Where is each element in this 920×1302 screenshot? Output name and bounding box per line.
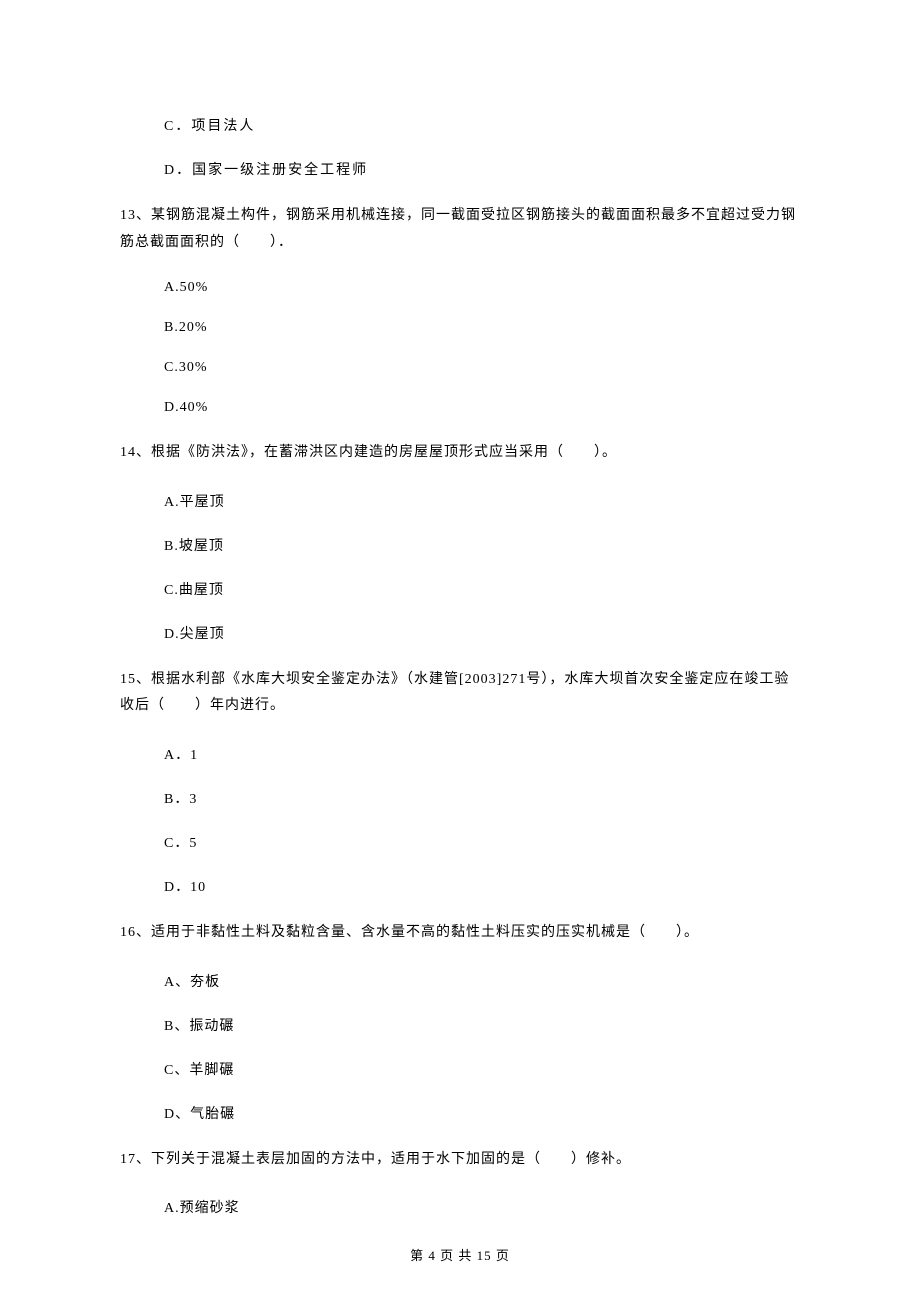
q13-option-c: C.30% xyxy=(120,360,800,376)
q17-option-a: A.预缩砂浆 xyxy=(120,1197,800,1217)
q13-option-a: A.50% xyxy=(120,280,800,296)
q16-text: 16、适用于非黏性土料及黏粒含量、含水量不高的黏性土料压实的压实机械是（ ）。 xyxy=(120,920,800,947)
q14-option-c: C.曲屋顶 xyxy=(120,579,800,599)
q15-option-d: D．10 xyxy=(120,876,800,896)
q13-option-b: B.20% xyxy=(120,320,800,336)
page-content: C．项目法人 D．国家一级注册安全工程师 13、某钢筋混凝土构件，钢筋采用机械连… xyxy=(0,0,920,1217)
page-footer: 第 4 页 共 15 页 xyxy=(0,1245,920,1264)
q14-text: 14、根据《防洪法》，在蓄滞洪区内建造的房屋屋顶形式应当采用（ ）。 xyxy=(120,440,800,467)
q16-option-a: A、夯板 xyxy=(120,971,800,991)
q15-option-a: A．1 xyxy=(120,744,800,764)
q15-option-b: B．3 xyxy=(120,788,800,808)
q16-option-c: C、羊脚碾 xyxy=(120,1059,800,1079)
q15-text: 15、根据水利部《水库大坝安全鉴定办法》（水建管[2003]271号），水库大坝… xyxy=(120,667,800,720)
q16-option-d: D、气胎碾 xyxy=(120,1103,800,1123)
q15-option-c: C．5 xyxy=(120,832,800,852)
q16-option-b: B、振动碾 xyxy=(120,1015,800,1035)
q12-option-c: C．项目法人 xyxy=(120,115,800,135)
q14-option-b: B.坡屋顶 xyxy=(120,535,800,555)
q13-text: 13、某钢筋混凝土构件，钢筋采用机械连接，同一截面受拉区钢筋接头的截面面积最多不… xyxy=(120,203,800,256)
q13-option-d: D.40% xyxy=(120,400,800,416)
q12-option-d: D．国家一级注册安全工程师 xyxy=(120,159,800,179)
q14-option-a: A.平屋顶 xyxy=(120,491,800,511)
q17-text: 17、下列关于混凝土表层加固的方法中，适用于水下加固的是（ ）修补。 xyxy=(120,1147,800,1174)
q14-option-d: D.尖屋顶 xyxy=(120,623,800,643)
